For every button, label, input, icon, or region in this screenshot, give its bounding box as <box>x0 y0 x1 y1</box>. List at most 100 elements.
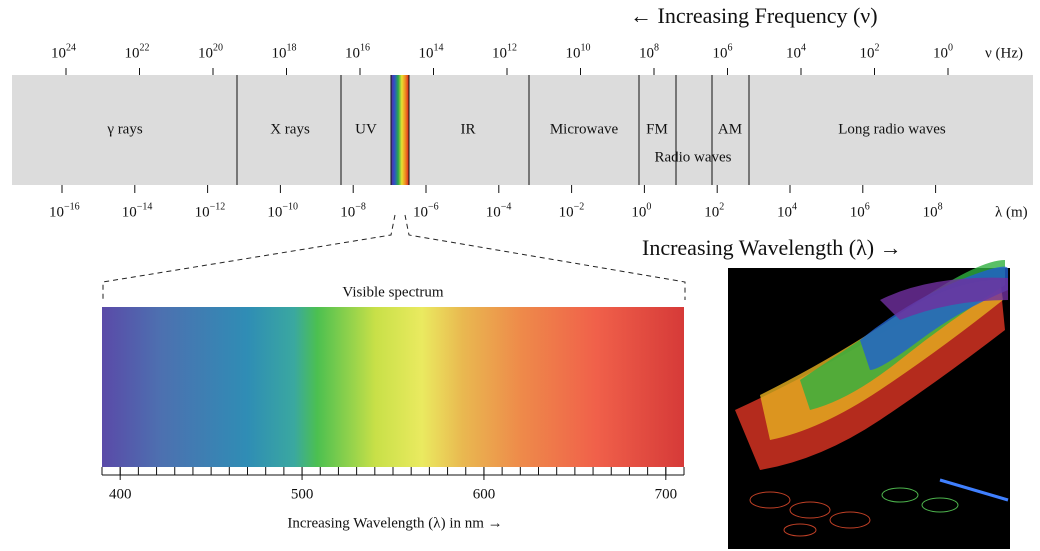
wavelength-tick-label-exp: −10 <box>282 201 298 212</box>
wavelength-tick-label-exp: −2 <box>574 201 585 212</box>
wavelength-tick-label-exp: 4 <box>792 201 797 212</box>
wavelength-tick-label-exp: 6 <box>865 201 870 212</box>
band-label: γ rays <box>106 121 143 137</box>
frequency-tick-label-base: 10 <box>345 45 360 61</box>
frequency-tick-label-exp: 8 <box>654 42 659 53</box>
frequency-tick-label-base: 10 <box>786 45 801 61</box>
wavelength-tick-label-base: 10 <box>850 204 865 220</box>
frequency-tick-label-exp: 24 <box>66 42 76 53</box>
wavelength-tick-label: 10−16 <box>49 201 80 220</box>
visible-tick-label: 600 <box>473 486 496 502</box>
wavelength-tick-label: 10−6 <box>413 201 439 220</box>
visible-tick-label: 700 <box>655 486 678 502</box>
wavelength-tick-label-base: 10 <box>195 204 210 220</box>
frequency-tick-label-base: 10 <box>419 45 434 61</box>
wavelength-tick-label-base: 10 <box>122 204 137 220</box>
visible-strip <box>391 75 409 185</box>
wavelength-caption: Increasing Wavelength (λ) → <box>642 235 902 260</box>
visible-title: Visible spectrum <box>342 284 443 300</box>
wavelength-tick-label-base: 10 <box>49 204 64 220</box>
visible-axis-label: Increasing Wavelength (λ) in nm → <box>287 515 502 531</box>
frequency-unit: ν (Hz) <box>985 45 1023 61</box>
frequency-caption: ← Increasing Frequency (ν) <box>630 3 878 28</box>
wavelength-tick-label: 10−14 <box>122 201 153 220</box>
wavelength-tick-label-base: 10 <box>486 204 501 220</box>
wavelength-tick-label-base: 10 <box>267 204 282 220</box>
wavelength-tick-label: 10−4 <box>486 201 512 220</box>
page: ← Increasing Frequency (ν) ν (Hz) Radio … <box>0 0 1040 551</box>
band-label: Microwave <box>550 121 619 137</box>
frequency-tick-label-exp: 6 <box>728 42 733 53</box>
frequency-tick-label-exp: 20 <box>213 42 223 53</box>
wavelength-unit: λ (m) <box>995 204 1028 220</box>
frequency-tick-label-base: 10 <box>125 45 140 61</box>
wavelength-tick-label: 10−8 <box>340 201 366 220</box>
frequency-tick-label-base: 10 <box>933 45 948 61</box>
band-label: AM <box>718 121 742 137</box>
wavelength-tick-label-exp: −4 <box>501 201 512 212</box>
frequency-tick-label-base: 10 <box>639 45 654 61</box>
band-label: IR <box>461 121 476 137</box>
wavelength-tick-label-base: 10 <box>559 204 574 220</box>
wavelength-tick-label-exp: −8 <box>355 201 366 212</box>
wavelength-tick-label-exp: −14 <box>137 201 153 212</box>
frequency-tick-label: 1024 <box>51 42 76 61</box>
frequency-tick-label-exp: 22 <box>140 42 150 53</box>
wavelength-tick-label-exp: 0 <box>646 201 651 212</box>
band-label: X rays <box>270 121 310 137</box>
wavelength-tick-label-base: 10 <box>340 204 355 220</box>
frequency-tick-label-exp: 2 <box>875 42 880 53</box>
wavelength-tick-label: 10−2 <box>559 201 585 220</box>
wavelength-tick-label-base: 10 <box>413 204 428 220</box>
frequency-tick-label-base: 10 <box>860 45 875 61</box>
diagram: ← Increasing Frequency (ν) ν (Hz) Radio … <box>0 0 1040 551</box>
wavelength-tick-label-base: 10 <box>631 204 646 220</box>
band-label: UV <box>355 121 377 137</box>
visible-tick-label: 500 <box>291 486 314 502</box>
band-label: FM <box>646 121 668 137</box>
frequency-tick-label-exp: 18 <box>287 42 297 53</box>
frequency-tick-label-exp: 4 <box>801 42 806 53</box>
frequency-tick-label: 1014 <box>419 42 444 61</box>
frequency-tick-label-exp: 16 <box>360 42 370 53</box>
wave-render <box>728 260 1010 549</box>
frequency-tick-label-base: 10 <box>713 45 728 61</box>
frequency-tick-label-base: 10 <box>566 45 581 61</box>
band-label: Long radio waves <box>838 121 946 137</box>
wavelength-tick-label-exp: −16 <box>64 201 80 212</box>
wavelength-tick-label: 10−10 <box>267 201 298 220</box>
frequency-tick-label-base: 10 <box>272 45 287 61</box>
wavelength-tick-label-base: 10 <box>777 204 792 220</box>
wavelength-tick-label-exp: 8 <box>938 201 943 212</box>
frequency-tick-label-base: 10 <box>198 45 213 61</box>
visible-gradient <box>102 307 684 467</box>
frequency-tick-label-base: 10 <box>492 45 507 61</box>
frequency-tick-label-exp: 10 <box>581 42 591 53</box>
wavelength-tick-label-base: 10 <box>704 204 719 220</box>
wavelength-tick-label-base: 10 <box>923 204 938 220</box>
frequency-tick-label-exp: 0 <box>948 42 953 53</box>
visible-tick-label: 400 <box>109 486 132 502</box>
radio-label: Radio waves <box>654 149 731 165</box>
wavelength-tick-label: 10−12 <box>195 201 226 220</box>
frequency-tick-label-base: 10 <box>51 45 66 61</box>
wavelength-tick-label-exp: −12 <box>210 201 226 212</box>
frequency-tick-label-exp: 12 <box>507 42 517 53</box>
wavelength-tick-label-exp: 2 <box>719 201 724 212</box>
